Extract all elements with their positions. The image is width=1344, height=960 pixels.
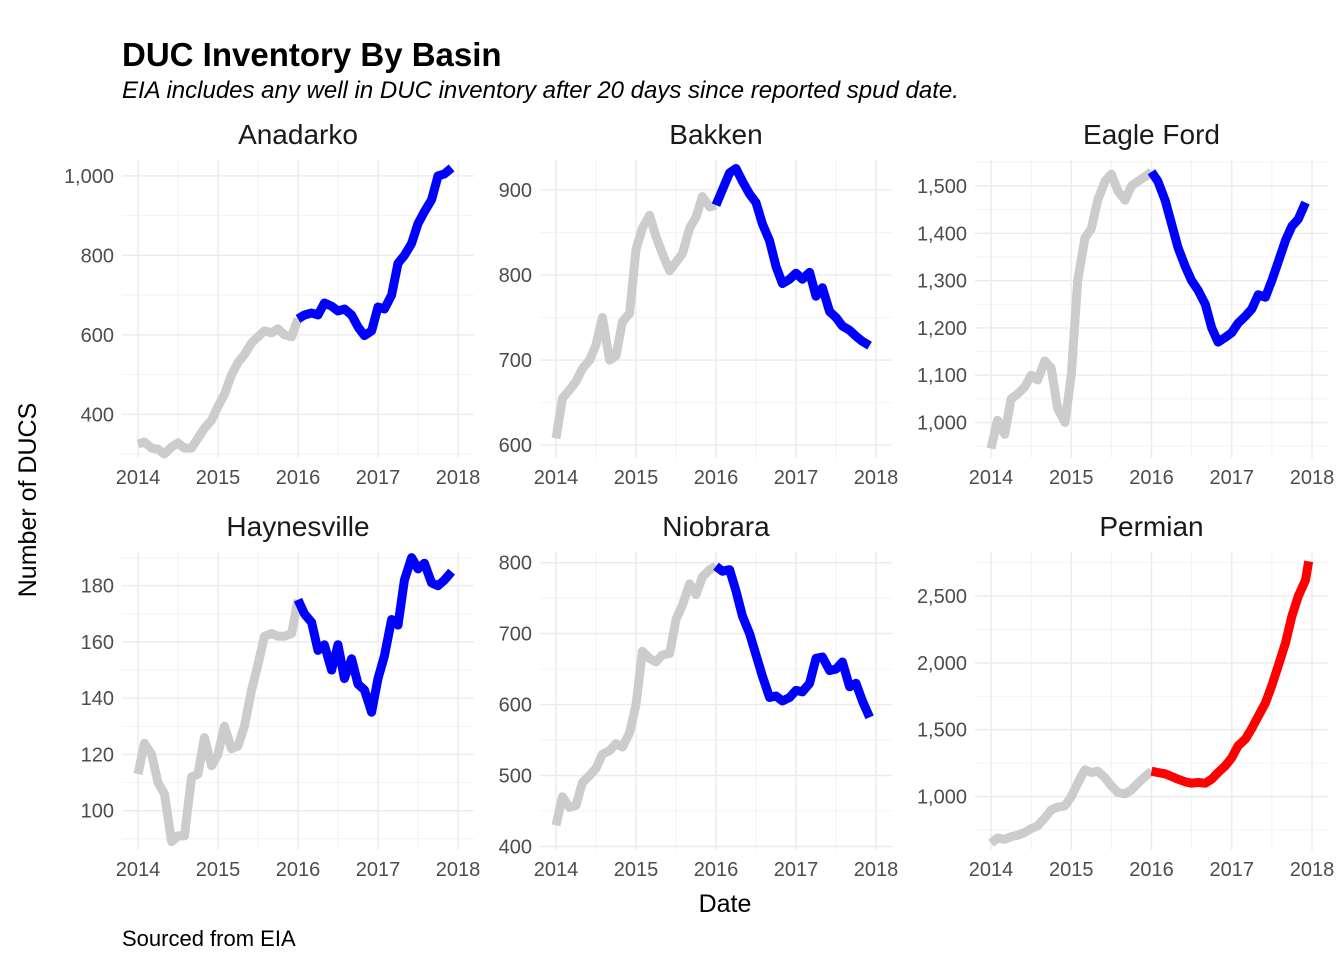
y-tick-label: 180	[81, 576, 114, 598]
panel-niobrara: 2014 2015 2016 2017 2018 400 500 600 700 800 Niobr…	[499, 511, 899, 881]
y-tick-label: 1,100	[917, 365, 967, 387]
x-tick-label: 2014	[116, 859, 161, 881]
series-line-since-2016	[293, 553, 456, 717]
y-tick-label: 700	[499, 624, 532, 646]
series-line-before-2016	[136, 317, 303, 459]
y-tick-label: 800	[499, 265, 532, 287]
y-tick-label: 600	[499, 695, 532, 717]
panel-permian: 2014 2015 2016 2017 2018 1,000 1,500 2,000 2,500…	[917, 511, 1334, 881]
panel-anadarko: 2014 2015 2016 2017 2018 400 600 800 1,000 Anadar…	[64, 119, 480, 489]
y-tick-label: 140	[81, 688, 114, 710]
x-tick-label: 2018	[436, 859, 481, 881]
x-tick-label: 2016	[276, 467, 321, 489]
x-tick-label: 2016	[694, 859, 739, 881]
y-tick-label: 100	[81, 801, 114, 823]
x-tick-label: 2016	[694, 467, 739, 489]
x-tick-label: 2016	[276, 859, 321, 881]
x-tick-label: 2015	[1049, 467, 1094, 489]
facet-panels: 2014 2015 2016 2017 2018 400 600 800 1,000 Anadar…	[64, 119, 1334, 881]
panel-bakken: 2014 2015 2016 2017 2018 600 700 800 900 Bakken	[499, 119, 899, 489]
panel-title: Eagle Ford	[1083, 119, 1220, 150]
y-tick-label: 2,000	[917, 653, 967, 675]
y-tick-label: 120	[81, 744, 114, 766]
x-tick-label: 2016	[1129, 859, 1174, 881]
chart-subtitle: EIA includes any well in DUC inventory a…	[122, 77, 959, 104]
x-tick-label: 2015	[614, 859, 659, 881]
x-tick-label: 2018	[436, 467, 481, 489]
y-tick-label: 1,500	[917, 720, 967, 742]
x-tick-label: 2018	[1290, 467, 1335, 489]
x-tick-label: 2017	[774, 859, 819, 881]
series-line-since-2016	[1150, 560, 1314, 788]
x-axis-title: Date	[699, 890, 752, 918]
series-line-since-2016	[713, 562, 874, 720]
y-tick-label: 1,000	[64, 166, 114, 188]
x-tick-label: 2014	[969, 467, 1014, 489]
y-tick-label: 600	[81, 325, 114, 347]
y-tick-label: 1,200	[917, 318, 967, 340]
y-tick-label: 600	[499, 435, 532, 457]
y-tick-label: 160	[81, 632, 114, 654]
series-line-since-2016	[711, 164, 872, 350]
panel-title: Haynesville	[226, 511, 369, 542]
x-tick-label: 2014	[969, 859, 1014, 881]
x-tick-label: 2018	[854, 467, 899, 489]
panel-title: Permian	[1099, 511, 1203, 542]
y-axis-title: Number of DUCS	[14, 403, 42, 598]
series-line-before-2016	[988, 765, 1155, 847]
caption: Sourced from EIA	[122, 926, 296, 951]
panel-haynesville: 2014 2015 2016 2017 2018 100 120 140 160 180 Hayne…	[81, 511, 481, 881]
x-tick-label: 2014	[534, 467, 579, 489]
y-tick-label: 1,400	[917, 223, 967, 245]
y-tick-label: 900	[499, 180, 532, 202]
series-line-since-2016	[295, 164, 455, 341]
panel-title: Niobrara	[662, 511, 770, 542]
x-tick-label: 2015	[196, 859, 241, 881]
y-tick-label: 800	[81, 245, 114, 267]
panel-title: Bakken	[669, 119, 762, 150]
y-tick-label: 400	[499, 836, 532, 858]
x-tick-label: 2015	[1049, 859, 1094, 881]
y-tick-label: 700	[499, 350, 532, 372]
series-line-before-2016	[986, 168, 1155, 450]
x-tick-label: 2017	[356, 467, 401, 489]
x-tick-label: 2018	[854, 859, 899, 881]
x-tick-label: 2017	[356, 859, 401, 881]
y-tick-label: 1,300	[917, 271, 967, 293]
x-tick-label: 2014	[534, 859, 579, 881]
panel-title: Anadarko	[238, 119, 358, 150]
y-tick-label: 400	[81, 404, 114, 426]
x-tick-label: 2015	[614, 467, 659, 489]
x-tick-label: 2018	[1290, 859, 1335, 881]
series-line-before-2016	[133, 598, 303, 847]
series-line-before-2016	[551, 192, 718, 440]
y-tick-label: 1,000	[917, 413, 967, 435]
series-line-since-2016	[1147, 169, 1310, 347]
y-tick-label: 2,500	[917, 586, 967, 608]
y-tick-label: 500	[499, 766, 532, 788]
x-tick-label: 2017	[774, 467, 819, 489]
panel-eagle-ford: 2014 2015 2016 2017 2018 1,000 1,100 1,200 1,300…	[917, 119, 1334, 489]
y-tick-label: 1,000	[917, 787, 967, 809]
y-tick-label: 1,500	[917, 176, 967, 198]
chart-title: DUC Inventory By Basin	[122, 36, 502, 73]
x-tick-label: 2016	[1129, 467, 1174, 489]
series-line-before-2016	[551, 562, 719, 827]
x-tick-label: 2014	[116, 467, 161, 489]
x-tick-label: 2015	[196, 467, 241, 489]
x-tick-label: 2017	[1209, 467, 1254, 489]
y-tick-label: 800	[499, 553, 532, 575]
x-tick-label: 2017	[1209, 859, 1254, 881]
